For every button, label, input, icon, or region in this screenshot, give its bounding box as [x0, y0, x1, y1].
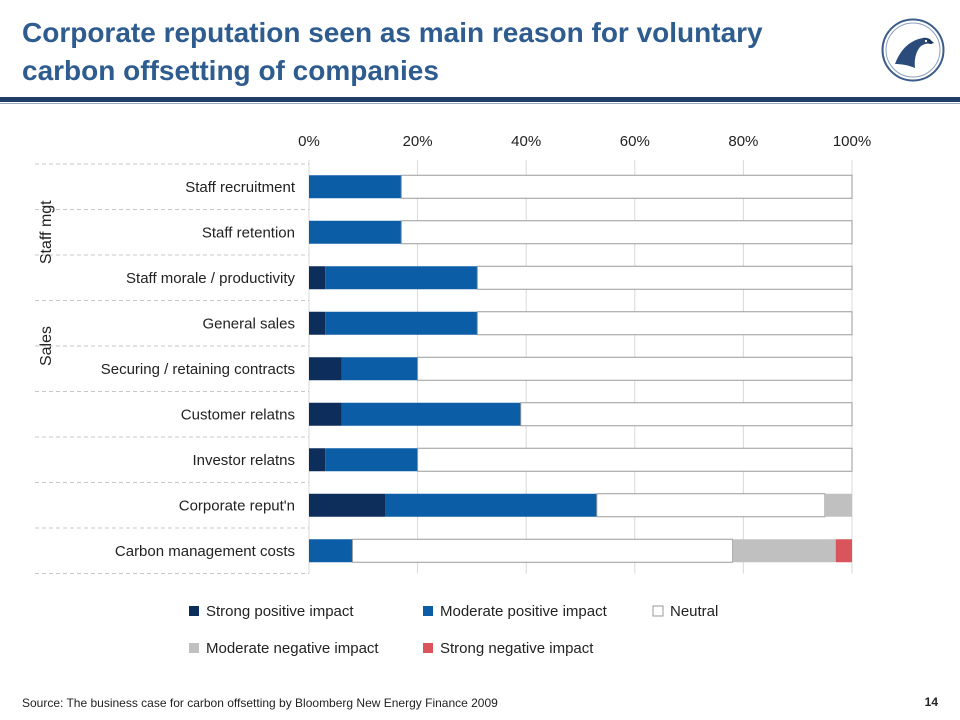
bar-segment: [309, 448, 326, 472]
x-tick-label: 20%: [403, 133, 433, 150]
x-tick-label: 60%: [620, 133, 650, 150]
category-label: Investor relatns: [192, 452, 295, 469]
bar-segment: [476, 311, 853, 336]
eagle-logo-icon: [881, 18, 945, 82]
stacked-bar-chart: 0% 20% 40% 60% 80% 100% Staff recruitment Staff…: [35, 133, 871, 657]
legend-swatch: [189, 643, 199, 653]
bar-segment: [520, 402, 853, 427]
category-label: Customer relatns: [181, 406, 295, 423]
bar-segment: [309, 311, 326, 335]
bar-segment: [732, 539, 836, 563]
bar-segment: [351, 538, 734, 563]
legend-label: Strong negative impact: [440, 640, 594, 657]
group-label: Staff mgt: [38, 200, 55, 264]
title-line-1: Corporate reputation seen as main reason…: [22, 17, 763, 48]
x-tick-label: 40%: [511, 133, 541, 150]
bar-segment: [596, 493, 826, 518]
bar-segment: [309, 175, 402, 199]
bar-segment: [309, 220, 402, 244]
x-tick-label: 80%: [728, 133, 758, 150]
bar-segment: [341, 357, 418, 381]
source-note: Source: The business case for carbon off…: [22, 696, 498, 710]
bar-segment: [309, 493, 386, 517]
legend-swatch: [652, 605, 664, 617]
bar-segment: [325, 311, 478, 335]
legend-swatch: [423, 643, 433, 653]
page-number: 14: [924, 695, 938, 709]
bar-segment: [309, 402, 342, 426]
bar-segment: [824, 493, 852, 517]
bar-segment: [417, 356, 853, 381]
legend-swatch: [423, 606, 433, 616]
bar-segment: [325, 448, 418, 472]
x-tick-label: 0%: [298, 133, 320, 150]
group-label: Sales: [38, 326, 55, 366]
legend-label: Moderate negative impact: [206, 640, 379, 657]
title-line-2: carbon offsetting of companies: [22, 55, 439, 86]
header-rule-thin: [0, 103, 960, 104]
bar-segment: [400, 174, 853, 199]
category-label: Securing / retaining contracts: [101, 361, 295, 378]
bar-segment: [309, 266, 326, 290]
category-label: Corporate reput'n: [179, 497, 295, 514]
bar-segment: [341, 402, 521, 426]
bar-segment: [476, 265, 853, 290]
category-label: General sales: [202, 315, 295, 332]
legend-label: Neutral: [670, 603, 718, 620]
category-label: Staff retention: [202, 224, 295, 241]
category-label: Staff recruitment: [185, 179, 296, 196]
legend-label: Strong positive impact: [206, 603, 354, 620]
x-tick-label: 100%: [833, 133, 871, 150]
bar-segment: [400, 220, 853, 245]
slide-title: Corporate reputation seen as main reason…: [22, 14, 872, 90]
bar-segment: [835, 539, 852, 563]
category-label: Carbon management costs: [115, 543, 295, 560]
legend-swatch: [189, 606, 199, 616]
bar-segment: [385, 493, 597, 517]
header-rule: [0, 97, 960, 102]
bar-segment: [417, 447, 853, 472]
category-label: Staff morale / productivity: [126, 270, 295, 287]
legend-label: Moderate positive impact: [440, 603, 608, 620]
bar-segment: [309, 357, 342, 381]
bar-segment: [325, 266, 478, 290]
bar-segment: [309, 539, 353, 563]
